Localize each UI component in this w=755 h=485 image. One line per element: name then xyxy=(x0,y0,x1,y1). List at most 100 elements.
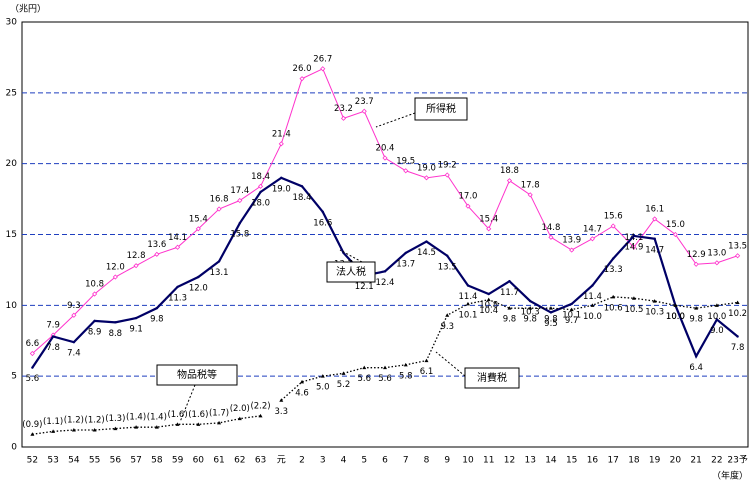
value-label: 10.5 xyxy=(624,305,643,315)
callout-box xyxy=(156,364,238,386)
point xyxy=(548,234,554,240)
y-tick-label: 30 xyxy=(6,18,18,28)
value-label: 9.0 xyxy=(710,326,724,336)
point xyxy=(403,362,408,367)
x-unit: （年度） xyxy=(712,470,748,482)
point xyxy=(258,413,263,418)
value-label: 7.8 xyxy=(731,343,745,353)
value-label: 9.3 xyxy=(67,301,81,311)
point xyxy=(715,318,719,321)
point xyxy=(383,365,387,370)
point xyxy=(113,426,118,431)
value-label: 9.8 xyxy=(544,315,558,325)
point xyxy=(404,251,407,255)
value-label: (2.0) xyxy=(230,404,250,414)
point xyxy=(92,428,97,432)
point xyxy=(569,307,574,312)
point xyxy=(506,178,513,184)
value-label: 14.8 xyxy=(541,223,560,233)
point xyxy=(29,350,35,357)
value-label: 21.4 xyxy=(272,129,291,139)
point xyxy=(507,306,512,310)
value-label: 5.8 xyxy=(399,371,413,381)
value-label: 26.0 xyxy=(293,64,312,74)
point xyxy=(487,292,490,296)
value-label: 19.5 xyxy=(396,156,415,166)
x-tick-label: 6 xyxy=(382,456,388,466)
point xyxy=(652,299,657,303)
point xyxy=(92,291,98,297)
value-label: 10.8 xyxy=(85,280,104,290)
point xyxy=(383,270,387,273)
point xyxy=(154,251,160,257)
series-line xyxy=(280,296,738,401)
x-tick-label: 55 xyxy=(89,456,100,466)
point xyxy=(217,420,222,425)
series-label: 所得税 xyxy=(426,102,456,115)
callout-arrow xyxy=(435,351,466,377)
point xyxy=(590,303,595,307)
value-label: 15.8 xyxy=(230,230,249,240)
point xyxy=(486,297,491,302)
value-label: 6.6 xyxy=(26,339,40,349)
point xyxy=(259,190,262,194)
x-tick-label: 23予 xyxy=(727,455,747,466)
callout-box xyxy=(326,261,376,283)
value-label: 9.5 xyxy=(544,319,558,329)
value-label: 12.0 xyxy=(106,263,125,273)
x-tick-label: 62 xyxy=(234,456,245,466)
point xyxy=(155,306,159,310)
x-tick-label: 20 xyxy=(670,456,682,466)
value-label: 7.8 xyxy=(46,343,60,353)
value-label: 13.5 xyxy=(438,262,457,272)
value-label: (1.1) xyxy=(43,417,63,427)
x-tick-label: 53 xyxy=(47,456,58,466)
x-tick-label: 15 xyxy=(566,456,577,466)
point xyxy=(71,312,77,318)
value-label: (1.4) xyxy=(147,413,167,423)
point xyxy=(444,172,450,178)
series-line xyxy=(31,176,739,369)
point xyxy=(154,425,159,429)
value-label: 5.2 xyxy=(337,380,351,390)
point xyxy=(569,247,575,253)
point xyxy=(320,374,325,378)
value-label: (1.2) xyxy=(85,416,105,426)
point xyxy=(197,275,200,279)
value-label: (1.6) xyxy=(167,410,187,420)
point xyxy=(735,253,741,259)
value-label: 10.6 xyxy=(604,303,623,313)
x-tick-label: 12 xyxy=(504,456,515,466)
value-label: 9.8 xyxy=(523,315,537,325)
value-label: 7.4 xyxy=(67,349,81,359)
point xyxy=(652,216,658,222)
value-label: 26.7 xyxy=(313,54,332,64)
point xyxy=(653,237,656,240)
value-label: 10.1 xyxy=(459,310,478,320)
value-label: 6.4 xyxy=(689,363,703,373)
point xyxy=(465,301,470,306)
value-label: 16.8 xyxy=(210,195,229,205)
point xyxy=(486,226,492,232)
point xyxy=(361,108,367,114)
point xyxy=(300,379,305,384)
callout-arrow xyxy=(179,384,196,423)
x-tick-label: 13 xyxy=(524,456,535,466)
value-label: 10.0 xyxy=(707,312,726,322)
x-tick-label: 11 xyxy=(483,456,494,466)
value-label: 6.1 xyxy=(420,367,434,377)
value-label: 9.1 xyxy=(129,325,143,335)
value-label: 15.4 xyxy=(189,214,208,224)
point xyxy=(175,244,181,250)
point xyxy=(176,285,179,289)
point xyxy=(631,244,637,250)
x-tick-label: 60 xyxy=(193,456,205,466)
value-label: (1.3) xyxy=(105,414,125,424)
point xyxy=(714,303,719,307)
point xyxy=(31,366,34,369)
x-tick-label: 3 xyxy=(320,456,326,466)
x-tick-label: 61 xyxy=(213,456,224,466)
value-label: 5.6 xyxy=(378,374,392,384)
point xyxy=(445,313,450,317)
value-label: 23.2 xyxy=(334,104,353,114)
